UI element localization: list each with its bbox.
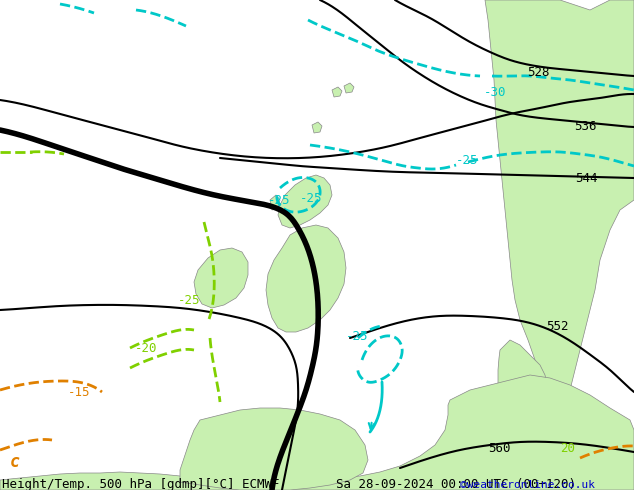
Polygon shape: [332, 87, 342, 97]
Polygon shape: [0, 375, 634, 490]
Polygon shape: [194, 248, 248, 308]
Text: -25: -25: [346, 329, 368, 343]
Text: -25: -25: [300, 192, 323, 204]
Text: -30: -30: [484, 85, 507, 98]
Polygon shape: [278, 175, 332, 228]
Polygon shape: [270, 195, 280, 210]
Text: 528: 528: [527, 66, 550, 78]
Text: 536: 536: [574, 120, 597, 132]
Text: 20: 20: [560, 441, 575, 455]
Text: -25: -25: [456, 153, 479, 167]
Text: Sa 28-09-2024 00:00 UTC (00+120): Sa 28-09-2024 00:00 UTC (00+120): [336, 477, 576, 490]
Text: -15: -15: [68, 386, 91, 398]
Polygon shape: [312, 122, 322, 133]
Text: -25: -25: [178, 294, 200, 307]
Text: 560: 560: [488, 441, 510, 455]
Text: Height/Temp. 500 hPa [gdmp][°C] ECMWF: Height/Temp. 500 hPa [gdmp][°C] ECMWF: [2, 477, 280, 490]
Polygon shape: [266, 225, 346, 332]
Text: 544: 544: [575, 172, 597, 185]
Polygon shape: [498, 340, 548, 430]
Text: ©weatheronline.co.uk: ©weatheronline.co.uk: [460, 480, 595, 490]
Text: 552: 552: [546, 319, 569, 333]
Polygon shape: [180, 408, 368, 490]
Text: -20: -20: [135, 342, 157, 354]
Text: -25: -25: [268, 194, 290, 206]
Polygon shape: [485, 0, 634, 490]
Text: c: c: [10, 453, 20, 471]
Polygon shape: [344, 83, 354, 93]
